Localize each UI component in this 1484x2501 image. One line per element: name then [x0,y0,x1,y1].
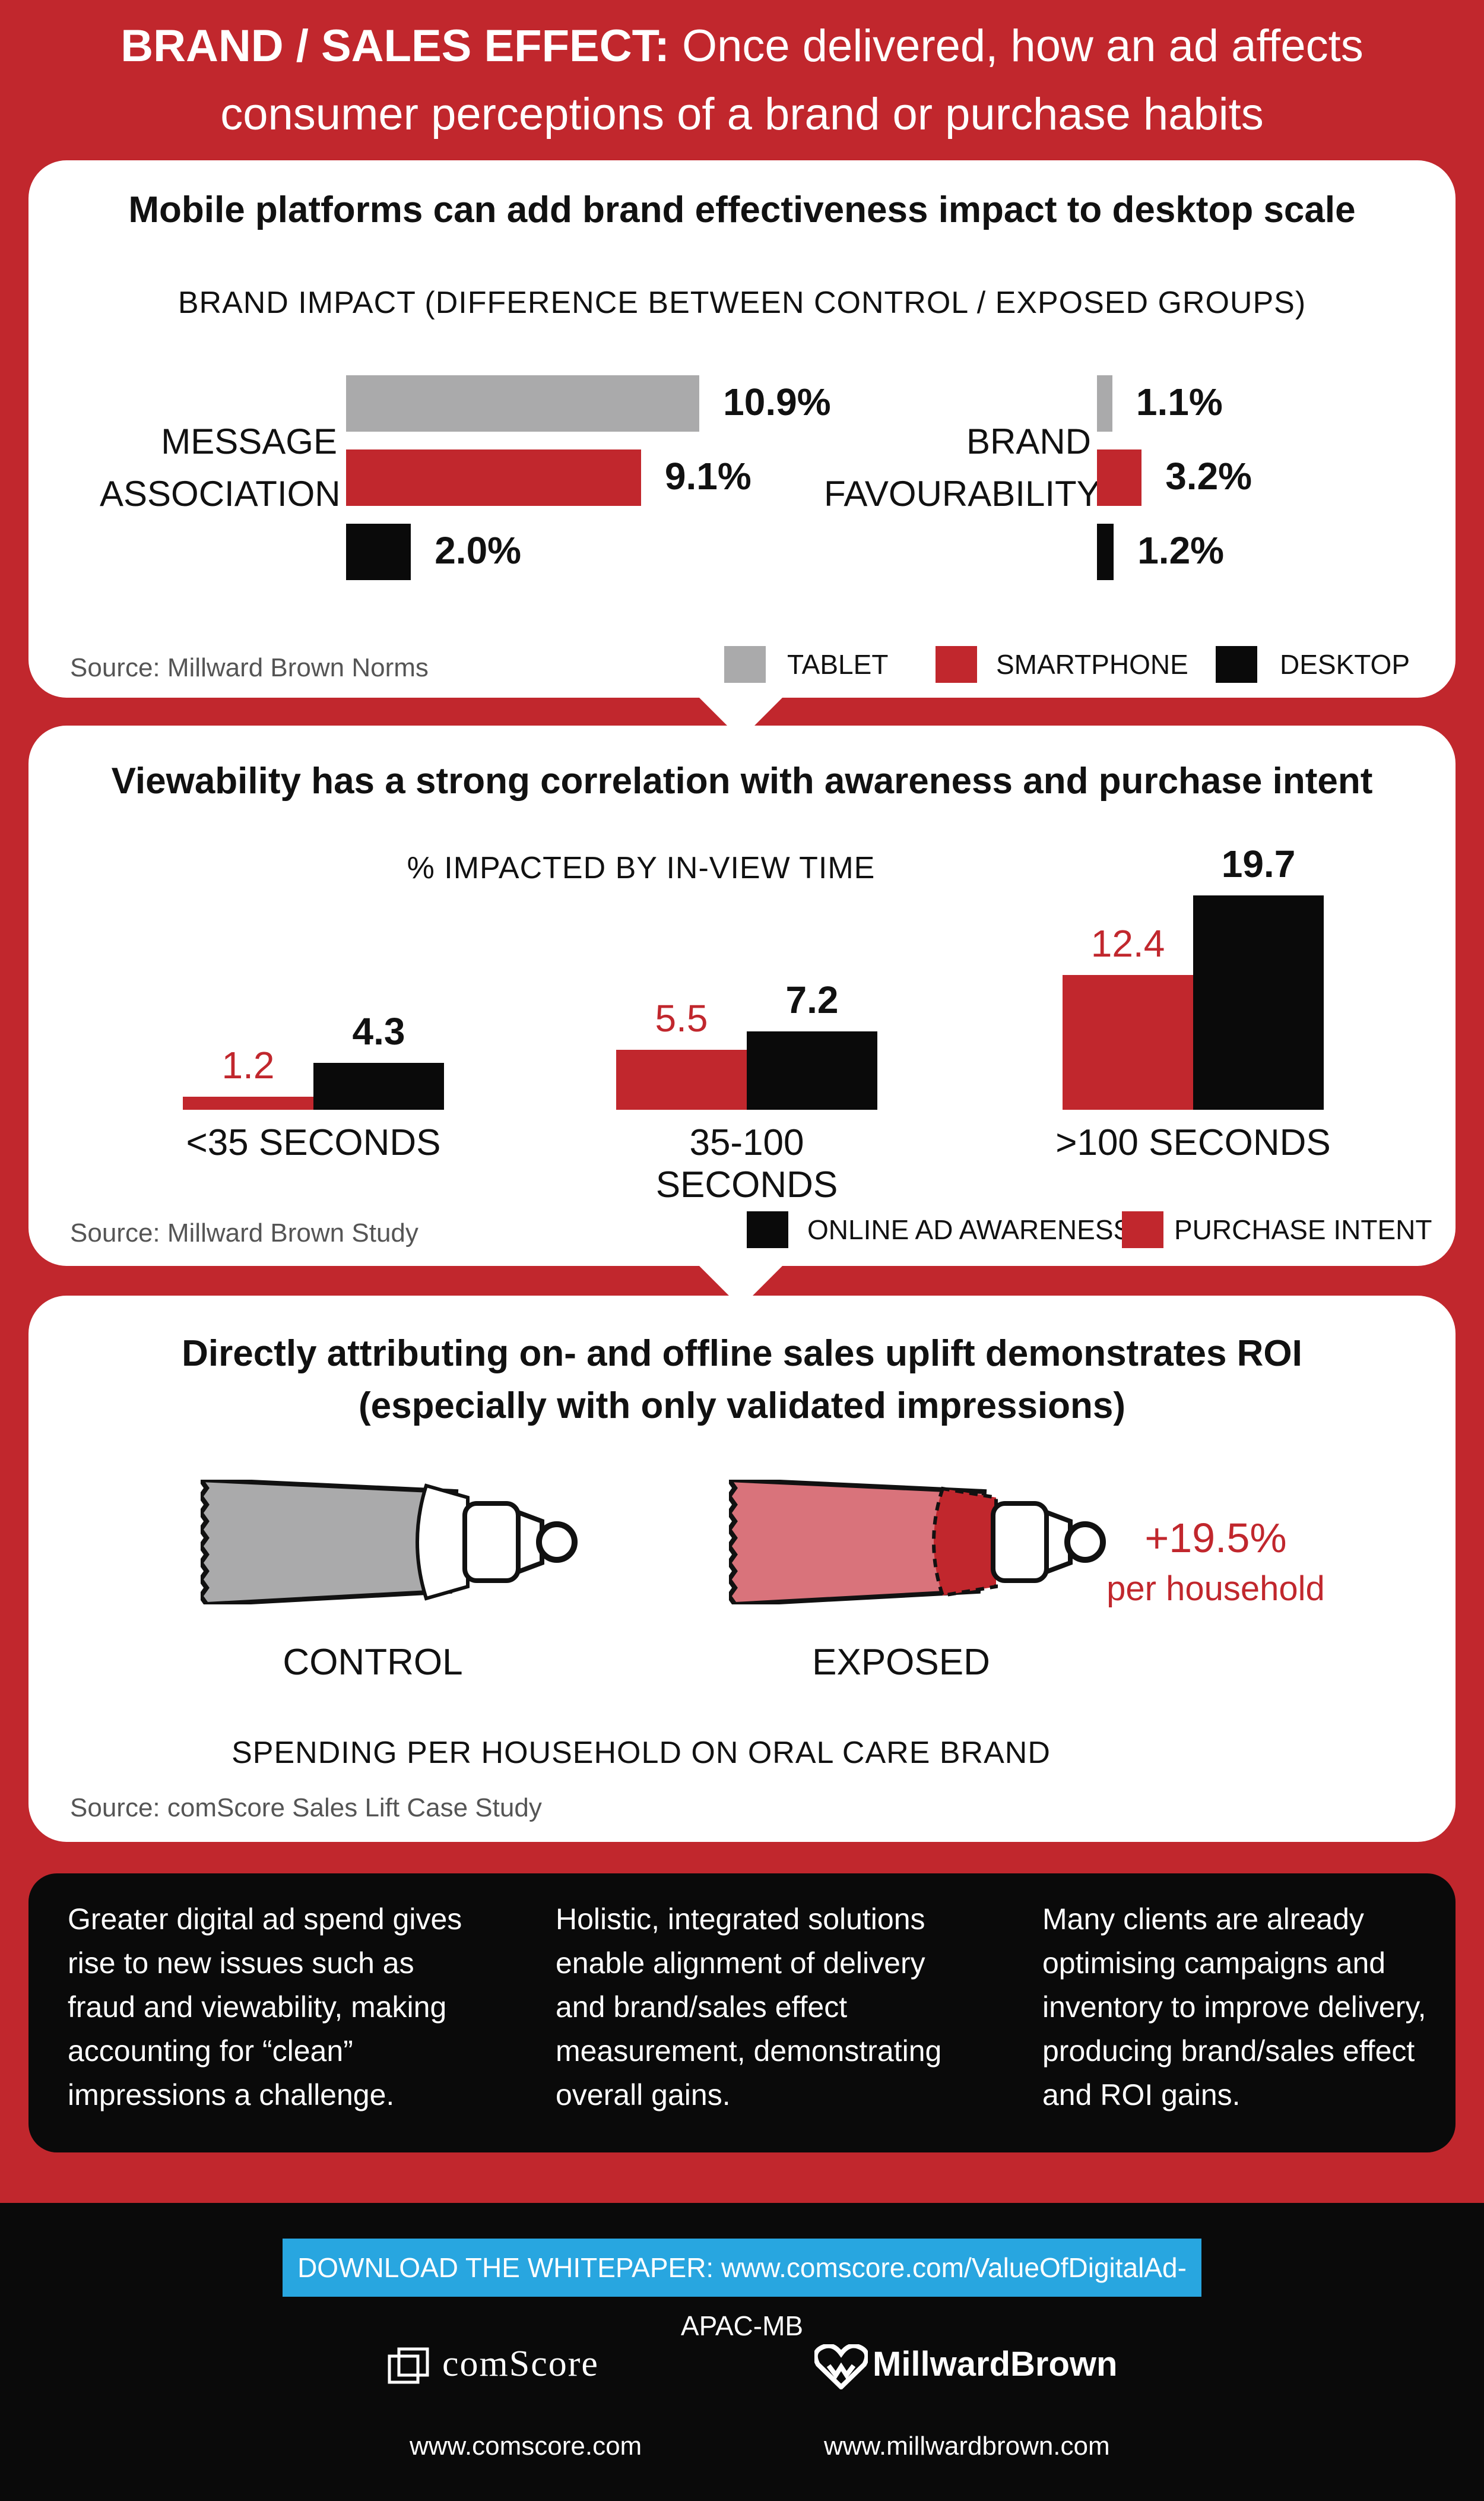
bar-value-label: 1.2% [1137,529,1225,572]
bar-online-ad-awareness-1 [747,1031,877,1110]
bar-value-label: 1.2 [221,1044,275,1087]
panel1-source: Source: Millward Brown Norms [70,653,429,682]
bar-message-association-smartphone [346,449,641,506]
millwardbrown-logo-icon [814,2344,868,2389]
bar-value-label: 2.0% [435,529,522,572]
control-label: CONTROL [283,1642,463,1683]
legend-awareness: ONLINE AD AWARENESS [807,1214,1132,1245]
bar-value-label: 3.2% [1165,455,1252,498]
group2-label-line1: BRAND [966,422,1091,461]
panel3-heading-line2: (especially with only validated impressi… [358,1385,1126,1426]
bar-value-label: 10.9% [723,381,831,423]
summary-box: Greater digital ad spend gives rise to n… [28,1873,1456,2152]
panel3-source: Source: comScore Sales Lift Case Study [70,1793,542,1822]
legend-swatch-awareness [747,1211,788,1248]
panel2-heading: Viewability has a strong correlation wit… [111,761,1373,802]
panel1-heading: Mobile platforms can add brand effective… [128,189,1356,230]
panel2-subtitle: % IMPACTED BY IN-VIEW TIME [407,851,876,885]
uplift-value: +19.5% [1144,1515,1287,1561]
group2-label: BRAND FAVOURABILITY [824,416,1101,520]
group2-label-line2: FAVOURABILITY [824,474,1101,514]
bar-value-label: 7.2 [785,979,839,1022]
bar-purchase-intent-0 [183,1097,313,1110]
bar-value-label: 5.5 [655,997,708,1040]
bar-brand-favourability-smartphone [1097,449,1142,506]
summary-point-2: Holistic, integrated solutions enable al… [556,1902,942,2111]
category-label: 35-100 SECONDS [655,1122,838,1205]
comscore-url[interactable]: www.comscore.com [410,2432,642,2461]
footer: DOWNLOAD THE WHITEPAPER: www.comscore.co… [0,2203,1484,2501]
millwardbrown-url[interactable]: www.millwardbrown.com [824,2432,1110,2461]
bar-value-label: 9.1% [664,455,751,498]
legend-swatch-intent [1122,1211,1163,1248]
category-label: >100 SECONDS [1055,1122,1331,1163]
bar-value-label: 19.7 [1221,843,1296,886]
title-bold: BRAND / SALES EFFECT: [121,21,670,71]
panel1-subtitle: BRAND IMPACT (DIFFERENCE BETWEEN CONTROL… [177,286,1307,320]
bar-value-label: 12.4 [1090,922,1165,965]
sales-lift-panel: Directly attributing on- and offline sal… [28,1296,1456,1842]
panel3-caption: SPENDING PER HOUSEHOLD ON ORAL CARE BRAN… [232,1736,1051,1770]
bar-brand-favourability-tablet [1097,375,1112,432]
page-title: BRAND / SALES EFFECT: Once delivered, ho… [0,12,1484,148]
title-rest: Once delivered, how an ad affects [669,21,1363,71]
bar-value-label: 1.1% [1136,381,1223,423]
title-line2: consumer perceptions of a brand or purch… [220,89,1264,140]
bar-value-label: 4.3 [352,1010,405,1053]
summary-point-3: Many clients are already optimising camp… [1042,1902,1426,2111]
bar-purchase-intent-1 [616,1050,747,1110]
legend-swatch-smartphone [936,646,977,683]
panel3-heading-line1: Directly attributing on- and offline sal… [182,1333,1302,1374]
legend-desktop: DESKTOP [1280,649,1410,680]
legend-smartphone: SMARTPHONE [996,649,1188,680]
legend-swatch-tablet [724,646,766,683]
group1-label-line1: MESSAGE [161,422,337,461]
bar-brand-favourability-desktop [1097,524,1114,580]
uplift-unit: per household [1106,1569,1325,1608]
bar-online-ad-awareness-2 [1193,895,1324,1110]
viewability-panel: Viewability has a strong correlation wit… [28,726,1456,1308]
legend-tablet: TABLET [787,649,889,680]
legend-swatch-desktop [1216,646,1257,683]
comscore-logo: comScore [442,2344,599,2384]
bar-online-ad-awareness-0 [313,1063,444,1110]
brand-impact-panel: Mobile platforms can add brand effective… [28,160,1456,739]
bar-message-association-tablet [346,375,700,432]
group1-label-line2: ASSOCIATION [100,474,341,514]
panel2-source: Source: Millward Brown Study [70,1218,418,1248]
bar-purchase-intent-2 [1063,975,1193,1110]
exposed-toothpaste-icon [729,1480,1106,1604]
group1-label: MESSAGE ASSOCIATION [100,416,341,520]
control-toothpaste-icon [201,1480,578,1604]
category-label: <35 SECONDS [186,1122,441,1163]
comscore-logo-icon [388,2347,429,2384]
bar-message-association-desktop [346,524,411,580]
summary-point-1: Greater digital ad spend gives rise to n… [68,1902,462,2111]
legend-intent: PURCHASE INTENT [1174,1214,1432,1245]
download-whitepaper-link[interactable]: DOWNLOAD THE WHITEPAPER: www.comscore.co… [283,2239,1201,2341]
millwardbrown-logo: MillwardBrown [873,2345,1118,2383]
exposed-label: EXPOSED [812,1642,990,1683]
